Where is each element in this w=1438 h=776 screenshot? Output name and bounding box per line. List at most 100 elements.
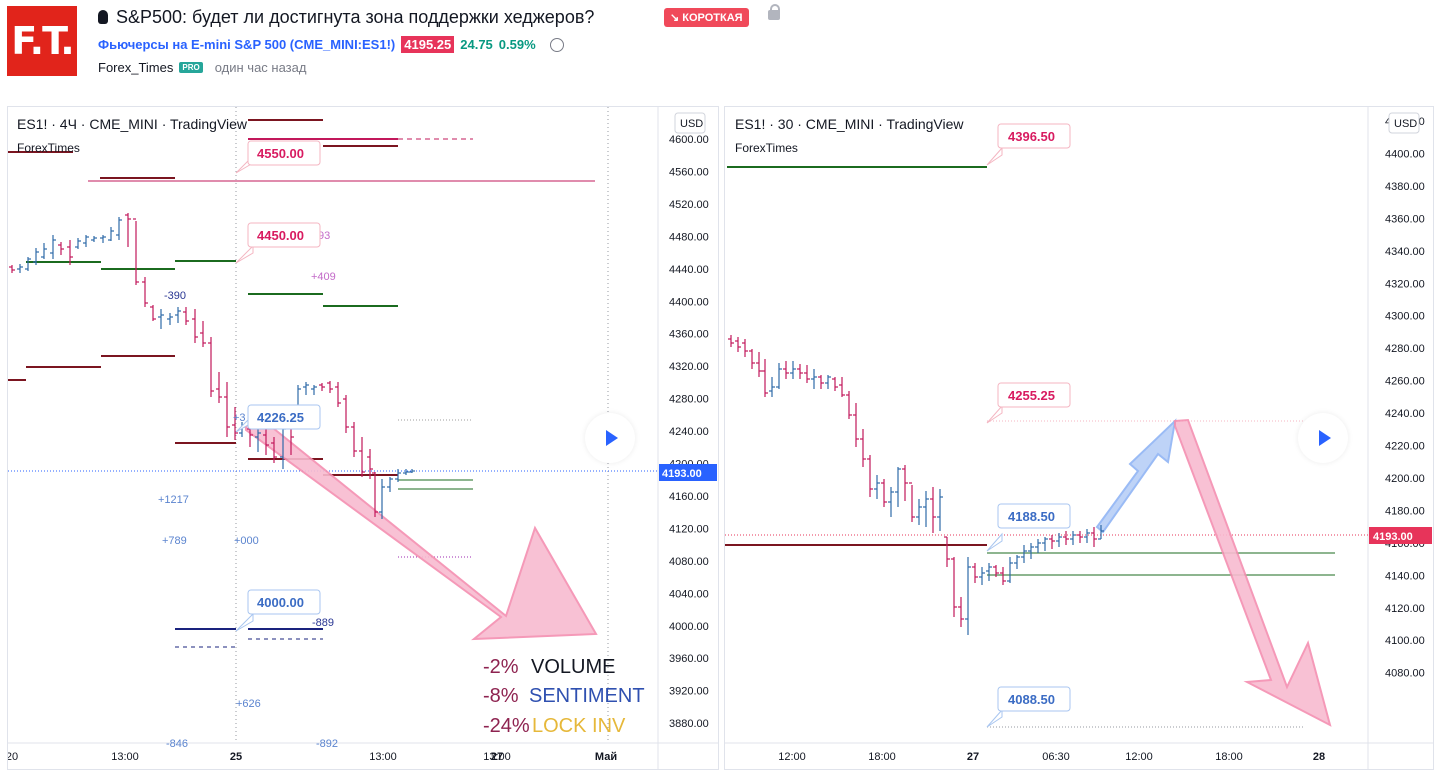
callout-label: 4255.25 xyxy=(1008,388,1055,403)
annotation: -846 xyxy=(166,738,188,750)
price-axis-label: 4240.00 xyxy=(669,426,709,438)
annotation: -892 xyxy=(316,738,338,750)
price-axis-label: 4000.00 xyxy=(669,621,709,633)
play-button[interactable] xyxy=(585,413,635,463)
price-axis-label: 4340.00 xyxy=(1385,246,1425,258)
right-chart-pane[interactable]: 4396.50 4255.25 4188.50 4088.50 ES1! · 3… xyxy=(724,106,1434,770)
price-axis-label: 3960.00 xyxy=(669,653,709,665)
lightbulb-icon xyxy=(98,10,108,24)
chart-source: ForexTimes xyxy=(735,141,798,155)
stat-label: SENTIMENT xyxy=(529,685,645,707)
play-icon xyxy=(1318,430,1331,446)
price-axis-label: 4140.00 xyxy=(1385,570,1425,582)
annotation: -889 xyxy=(312,617,334,629)
time-axis-label: 06:30 xyxy=(1042,751,1070,763)
annotation: +626 xyxy=(236,698,261,710)
chart-legend[interactable]: ES1! · 30 · CME_MINI · TradingView xyxy=(735,116,964,132)
price-axis-label: 4220.00 xyxy=(1385,441,1425,453)
time-axis-label: 13:00 xyxy=(369,751,397,763)
price-axis-label: 4400.00 xyxy=(669,296,709,308)
author-name[interactable]: Forex_Times xyxy=(98,60,174,75)
callout-label: 4396.50 xyxy=(1008,129,1055,144)
time-axis-label: 27 xyxy=(491,751,503,763)
time-axis-label: 18:00 xyxy=(868,751,896,763)
callout-label: 4226.25 xyxy=(257,410,304,425)
price-axis-label: 4100.00 xyxy=(1385,635,1425,647)
price-axis-label: 4320.00 xyxy=(1385,278,1425,290)
play-icon xyxy=(605,430,618,446)
price-axis-label: 4600.00 xyxy=(669,134,709,146)
time-axis-label: 13:00 xyxy=(483,751,511,763)
time-axis-label: 20 xyxy=(8,751,18,763)
price-change: 24.75 xyxy=(460,37,493,52)
price-axis-label: 4320.00 xyxy=(669,361,709,373)
price-axis-label: 4300.00 xyxy=(1385,311,1425,323)
stat-label: VOLUME xyxy=(531,656,615,678)
price-axis-label: 4080.00 xyxy=(1385,668,1425,680)
stat-percent: -24% xyxy=(483,715,530,737)
annotation: +000 xyxy=(234,535,259,547)
idea-title-text: S&P500: будет ли достигнута зона поддерж… xyxy=(116,7,595,27)
callout-label: 4088.50 xyxy=(1008,692,1055,707)
right-chart-canvas: 4396.50 4255.25 4188.50 4088.50 ES1! · 3… xyxy=(725,107,1433,769)
last-price-label: 4193.00 xyxy=(1373,531,1413,543)
lock-icon xyxy=(768,4,780,20)
idea-title: S&P500: будет ли достигнута зона поддерж… xyxy=(98,7,594,28)
alarm-clock-icon[interactable] xyxy=(549,37,564,52)
annotation: +789 xyxy=(162,535,187,547)
callout-label: 4000.00 xyxy=(257,595,304,610)
chart-legend[interactable]: ES1! · 4Ч · CME_MINI · TradingView xyxy=(17,116,248,132)
price-axis-label: 4260.00 xyxy=(1385,376,1425,388)
pro-badge: PRO xyxy=(179,62,203,73)
price-axis-label: 4400.00 xyxy=(1385,148,1425,160)
stat-percent: -2% xyxy=(483,656,519,678)
chart-source: ForexTimes xyxy=(17,141,80,155)
annotation: +409 xyxy=(311,271,336,283)
time-axis-label: 27 xyxy=(967,751,979,763)
price-axis-label: 4040.00 xyxy=(669,588,709,600)
price-axis-label: 4240.00 xyxy=(1385,408,1425,420)
annotation: +1217 xyxy=(158,494,189,506)
stat-percent: -8% xyxy=(483,685,519,707)
time-axis-label: 28 xyxy=(1313,751,1325,763)
stat-label: LOCK INV xyxy=(532,715,626,737)
currency-label[interactable]: USD xyxy=(680,118,703,130)
time-axis-label: 12:00 xyxy=(1125,751,1153,763)
currency-label[interactable]: USD xyxy=(1394,118,1417,130)
price-axis-label: 4560.00 xyxy=(669,166,709,178)
price-axis-label: 4280.00 xyxy=(669,394,709,406)
time-axis-label: 18:00 xyxy=(1215,751,1243,763)
annotation: 93 xyxy=(318,230,330,242)
left-chart-pane[interactable]: 93 +409 -390 +1217 +789 +000 -889 +626 -… xyxy=(7,106,719,770)
price-axis-label: 4380.00 xyxy=(1385,181,1425,193)
price-axis-label: 4160.00 xyxy=(669,491,709,503)
left-chart-canvas: 93 +409 -390 +1217 +789 +000 -889 +626 -… xyxy=(8,107,718,769)
callout-label: 4550.00 xyxy=(257,146,304,161)
price-axis-label: 4360.00 xyxy=(1385,213,1425,225)
time-axis-label: 13:00 xyxy=(111,751,139,763)
callout-label: 4188.50 xyxy=(1008,509,1055,524)
last-price-label: 4193.00 xyxy=(662,468,702,480)
symbol-info: Фьючерсы на E-mini S&P 500 (CME_MINI:ES1… xyxy=(98,36,564,53)
price-axis-label: 4180.00 xyxy=(1385,505,1425,517)
symbol-link[interactable]: Фьючерсы на E-mini S&P 500 (CME_MINI:ES1… xyxy=(98,37,396,52)
time-axis-label: 12:00 xyxy=(778,751,806,763)
price-axis-label: 4360.00 xyxy=(669,329,709,341)
publish-time: один час назад xyxy=(214,60,307,75)
price-change-percent: 0.59% xyxy=(498,37,536,52)
author-info: Forex_Times PRO один час назад xyxy=(98,60,306,75)
forextimes-logo[interactable]: F.T. xyxy=(7,6,77,76)
price-axis-label: 4120.00 xyxy=(669,523,709,535)
price-axis-label: 4480.00 xyxy=(669,231,709,243)
price-axis-label: 4280.00 xyxy=(1385,343,1425,355)
price-axis-label: 4200.00 xyxy=(1385,473,1425,485)
price-axis-label: 4080.00 xyxy=(669,556,709,568)
short-direction-badge: ↘ КОРОТКАЯ xyxy=(664,8,749,27)
annotation: -390 xyxy=(164,290,186,302)
time-axis-label: 25 xyxy=(230,751,242,763)
price-axis-label: 4120.00 xyxy=(1385,603,1425,615)
price-axis-label: 4440.00 xyxy=(669,264,709,276)
play-button[interactable] xyxy=(1298,413,1348,463)
price-axis-label: 3920.00 xyxy=(669,686,709,698)
time-axis-label: Май xyxy=(595,751,617,763)
